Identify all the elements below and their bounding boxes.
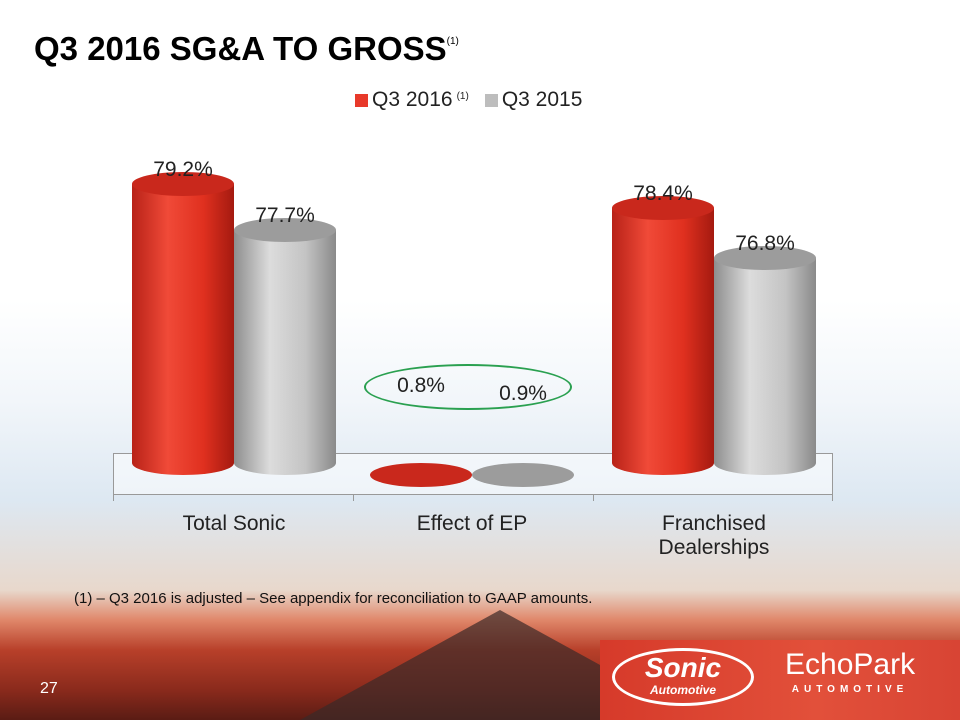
highlight-oval (364, 364, 572, 410)
axis-tick (113, 495, 114, 501)
category-label: Effect of EP (416, 512, 528, 535)
legend-swatch-q3-2016 (355, 93, 368, 107)
sonic-automotive-logo: Sonic Automotive (612, 648, 754, 706)
legend-label-q3-2016: Q3 2016 (372, 88, 453, 111)
data-label: 76.8% (735, 232, 795, 255)
echopark-logo: EchoPark AUTOMOTIVE (785, 648, 916, 695)
page-number: 27 (40, 680, 58, 697)
footnote: (1) – Q3 2016 is adjusted – See appendix… (74, 590, 593, 607)
axis-tick (353, 495, 354, 501)
slide-title: Q3 2016 SG&A TO GROSS(1) (34, 30, 459, 67)
data-label: 77.7% (255, 204, 315, 228)
bar-q3-2015 (234, 218, 336, 475)
bar-q3-2015 (714, 246, 816, 475)
category-label: Franchised Dealerships (658, 512, 770, 559)
data-label: 79.2% (153, 157, 213, 181)
axis-tick (832, 495, 833, 501)
bar-q3-2016 (132, 171, 234, 475)
axis-tick (593, 495, 594, 501)
legend-swatch-q3-2015 (484, 93, 498, 107)
category-label: Total Sonic (182, 512, 286, 535)
data-label: 78.4% (633, 182, 693, 206)
bar-q3-2016 (612, 196, 714, 475)
legend-label-q3-2015: Q3 2015 (501, 88, 583, 111)
chart-legend: Q3 2016 (1) Q3 2015 (355, 88, 582, 112)
